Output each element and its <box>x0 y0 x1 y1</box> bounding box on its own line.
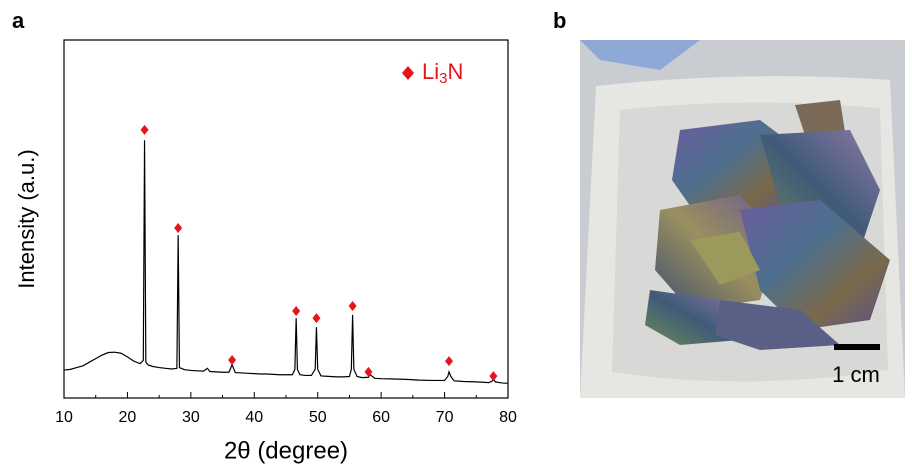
x-tick-label: 80 <box>499 409 517 426</box>
peak-marker <box>445 356 454 367</box>
scale-bar-label: 1 cm <box>832 362 880 387</box>
x-tick-label: 50 <box>309 409 327 426</box>
y-axis-label: Intensity (a.u.) <box>14 149 39 288</box>
legend-marker <box>402 66 414 80</box>
peak-marker <box>364 366 373 377</box>
peak-marker <box>174 222 183 233</box>
peak-marker <box>348 300 357 311</box>
xrd-pattern <box>63 140 509 384</box>
peak-marker <box>140 124 149 135</box>
chart: Intensity (a.u.) 2θ (degree) 10 20 30 40 50 6… <box>14 39 517 464</box>
photo: 1 cm <box>580 40 905 399</box>
x-tick-label: 10 <box>55 409 73 426</box>
panel-label: a <box>12 8 25 33</box>
peak-marker <box>312 313 321 324</box>
x-tick-label: 30 <box>182 409 200 426</box>
shards <box>645 100 890 350</box>
x-tick-label: 70 <box>436 409 454 426</box>
x-axis-label: 2θ (degree) <box>224 437 348 464</box>
legend-label: Li3N <box>422 59 463 87</box>
peak-marker <box>489 371 498 382</box>
panel-label: b <box>553 8 566 33</box>
x-tick-label: 20 <box>119 409 137 426</box>
x-tick-label: 40 <box>245 409 263 426</box>
plot-frame <box>63 39 509 399</box>
peak-marker <box>228 355 237 366</box>
x-tick-label: 60 <box>372 409 390 426</box>
peak-marker <box>292 306 301 317</box>
